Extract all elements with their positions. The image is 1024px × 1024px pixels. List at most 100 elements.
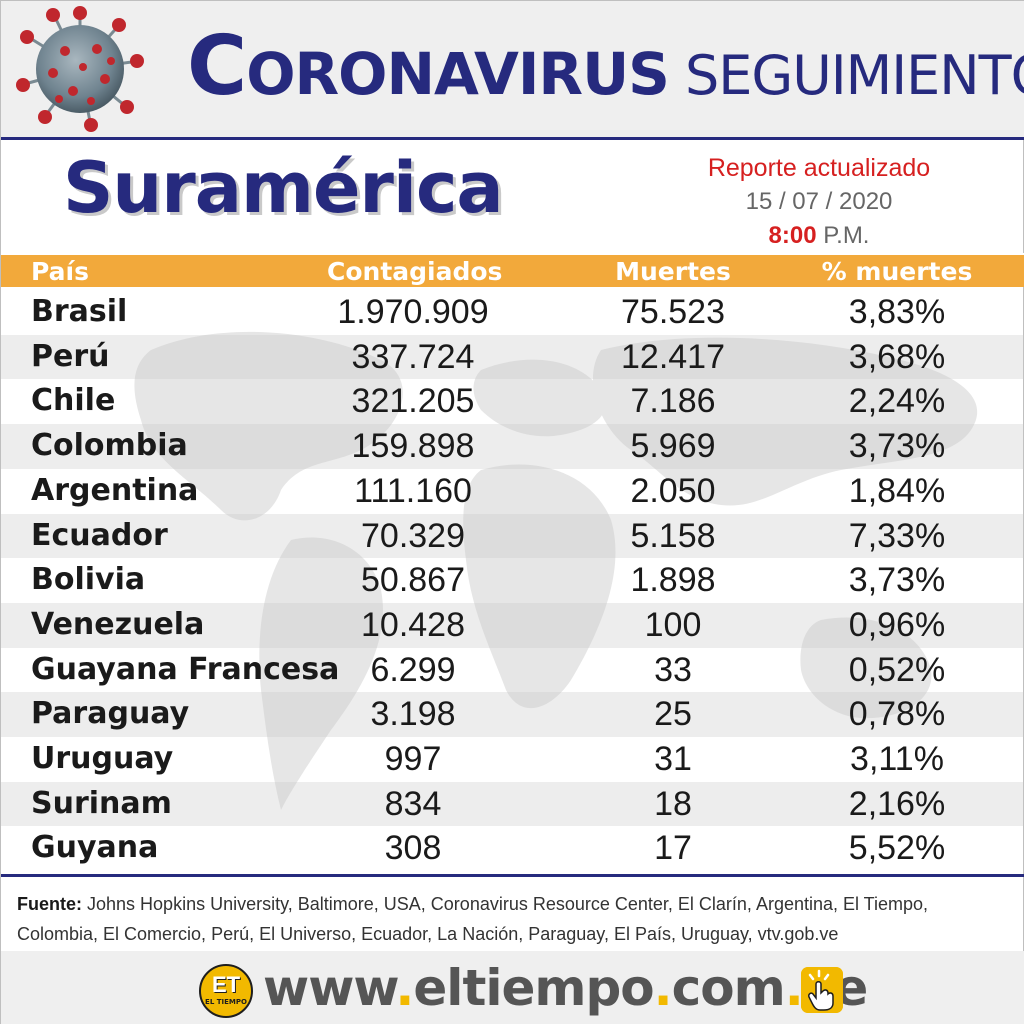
- cell-cases: 337.724: [351, 337, 475, 376]
- cell-deaths: 17: [654, 829, 692, 868]
- table-row: Perú 337.724 12.417 3,68%: [1, 334, 1024, 380]
- cell-country: Surinam: [31, 785, 172, 821]
- table-row: Venezuela 10.428 100 0,96%: [1, 602, 1024, 648]
- divider: [1, 874, 1024, 877]
- cell-cases: 1.970.909: [337, 293, 489, 331]
- cell-deaths: 25: [654, 695, 692, 734]
- cell-deaths: 5.158: [630, 516, 716, 555]
- cell-pct: 2,16%: [848, 784, 946, 823]
- cell-deaths: 31: [654, 740, 692, 778]
- table-header: País Contagiados Muertes % muertes: [1, 253, 1024, 287]
- site-www: www: [263, 959, 396, 1017]
- table-body: Brasil 1.970.909 75.523 3,83% Perú 337.7…: [1, 290, 1024, 872]
- cell-pct: 3,68%: [848, 337, 946, 376]
- cell-country: Perú: [31, 338, 110, 374]
- main-title: CORONAVIRUS SEGUIMIENTO: [187, 19, 1024, 119]
- column-header-country: País: [31, 257, 89, 286]
- cell-deaths: 12.417: [621, 337, 725, 376]
- cell-cases: 308: [384, 829, 442, 868]
- source-label: Fuente:: [17, 894, 82, 914]
- cell-deaths: 2.050: [630, 471, 716, 510]
- source-note: Fuente: Johns Hopkins University, Baltim…: [17, 889, 1013, 949]
- cell-country: Chile: [31, 383, 116, 419]
- table-row: Paraguay 3.198 25 0,78%: [1, 692, 1024, 737]
- website-link[interactable]: www.eltiempo.com.ve: [263, 959, 868, 1017]
- site-dot: .: [395, 959, 414, 1017]
- table-row: Guyana 308 17 5,52%: [1, 826, 1024, 871]
- table-row: Surinam 834 18 2,16%: [1, 781, 1024, 827]
- cell-country: Paraguay: [31, 696, 190, 732]
- column-header-cases: Contagiados: [327, 257, 503, 286]
- cell-country: Venezuela: [31, 606, 205, 642]
- world-map-watermark: [134, 331, 978, 810]
- site-dot: .: [784, 959, 804, 1017]
- cell-pct: 3,83%: [848, 293, 946, 331]
- table-row: Guayana Francesa 6.299 33 0,52%: [1, 648, 1024, 693]
- table-row: Ecuador 70.329 5.158 7,33%: [1, 513, 1024, 559]
- cell-deaths: 1.898: [630, 561, 716, 600]
- cell-cases: 3.198: [370, 695, 456, 734]
- cell-pct: 3,11%: [850, 740, 944, 778]
- report-time: 8:00 P.M.: [701, 219, 937, 253]
- report-date: 15 / 07 / 2020: [745, 188, 893, 215]
- cell-cases: 70.329: [361, 516, 465, 555]
- cell-country: Brasil: [31, 294, 128, 329]
- cell-deaths: 5.969: [630, 427, 716, 466]
- table-row: Colombia 159.898 5.969 3,73%: [1, 424, 1024, 469]
- cell-country: Colombia: [31, 428, 188, 464]
- cell-cases: 111.160: [354, 471, 472, 510]
- header: CORONAVIRUS SEGUIMIENTO: [1, 1, 1024, 137]
- table-row: Argentina 111.160 2.050 1,84%: [1, 469, 1024, 514]
- cell-country: Uruguay: [31, 741, 174, 776]
- cell-pct: 5,52%: [848, 829, 946, 868]
- logo-initials: ET: [211, 972, 241, 997]
- cell-country: Ecuador: [31, 517, 168, 553]
- title-rest: ORONAVIRUS: [246, 40, 670, 108]
- table-row: Uruguay 997 31 3,11%: [1, 737, 1024, 782]
- cell-pct: 0,96%: [848, 605, 946, 644]
- el-tiempo-logo[interactable]: ET EL TIEMPO: [199, 964, 253, 1018]
- report-time-value: 8:00: [768, 222, 817, 249]
- title-suffix: SEGUIMIENTO: [684, 44, 1024, 107]
- report-label: Reporte actualizado: [707, 154, 931, 182]
- region-title: Suramérica: [63, 147, 504, 229]
- table-row: Chile 321.205 7.186 2,24%: [1, 379, 1024, 424]
- cell-country: Guayana Francesa: [31, 651, 340, 687]
- cell-pct: 3,73%: [848, 427, 946, 466]
- title-initial: C: [187, 19, 247, 114]
- footer: [1, 951, 1024, 1024]
- cell-cases: 997: [384, 740, 442, 778]
- cell-deaths: 7.186: [630, 382, 716, 421]
- cell-deaths: 75.523: [621, 293, 725, 331]
- cell-deaths: 33: [654, 650, 692, 689]
- site-name: eltiempo: [413, 959, 654, 1017]
- cell-pct: 7,33%: [848, 516, 946, 555]
- cell-pct: 0,78%: [848, 695, 946, 734]
- site-dot: .: [653, 959, 673, 1017]
- cell-country: Bolivia: [31, 562, 146, 598]
- cell-cases: 159.898: [351, 427, 475, 466]
- cell-cases: 10.428: [361, 605, 465, 644]
- cell-cases: 321.205: [351, 382, 475, 421]
- cell-cases: 834: [384, 784, 442, 823]
- coronavirus-icon: [16, 6, 144, 132]
- cell-pct: 2,24%: [848, 382, 946, 421]
- report-info: Reporte actualizado 15 / 07 / 2020 8:00 …: [701, 151, 937, 253]
- cell-pct: 0,52%: [848, 650, 946, 689]
- cell-pct: 1,84%: [848, 471, 946, 510]
- column-header-deaths: Muertes: [615, 257, 731, 286]
- cell-cases: 6.299: [370, 650, 456, 689]
- logo-name: EL TIEMPO: [205, 998, 247, 1006]
- cell-country: Guyana: [31, 830, 159, 866]
- cell-pct: 3,73%: [848, 561, 946, 600]
- cell-deaths: 18: [654, 784, 692, 823]
- table-row: Brasil 1.970.909 75.523 3,83%: [1, 290, 1024, 335]
- column-header-pct: % muertes: [821, 257, 973, 286]
- table-row: Bolivia 50.867 1.898 3,73%: [1, 558, 1024, 603]
- cell-deaths: 100: [644, 605, 702, 644]
- site-com: com: [671, 959, 786, 1017]
- cell-country: Argentina: [31, 472, 199, 508]
- report-meridiem: P.M.: [823, 222, 870, 249]
- click-hand-icon[interactable]: [801, 967, 843, 1013]
